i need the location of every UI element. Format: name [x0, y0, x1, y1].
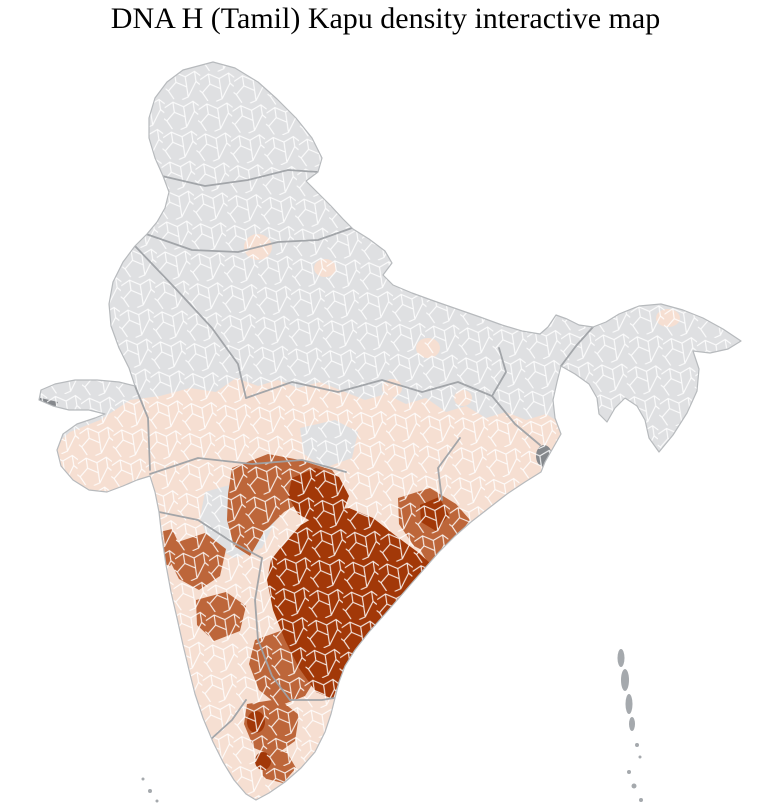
district-boundaries-overlay	[39, 62, 741, 800]
india-outline	[38, 61, 742, 801]
state-boundaries	[134, 169, 594, 741]
page-title: DNA H (Tamil) Kapu density interactive m…	[110, 2, 661, 35]
lakshadweep-island-2[interactable]	[155, 799, 159, 803]
island-groups[interactable]	[141, 649, 644, 803]
nicobar-island-4[interactable]	[631, 783, 637, 789]
nicobar-island-5[interactable]	[639, 798, 643, 802]
andaman-island-1[interactable]	[617, 649, 625, 667]
andaman-island-4[interactable]	[629, 717, 635, 731]
lakshadweep-island-3[interactable]	[141, 777, 145, 781]
andaman-island-2[interactable]	[621, 669, 629, 691]
lakshadweep-island-1[interactable]	[148, 789, 152, 793]
nicobar-island-2[interactable]	[638, 755, 642, 759]
andaman-island-3[interactable]	[625, 694, 633, 714]
nicobar-island-3[interactable]	[627, 770, 631, 774]
nicobar-island-1[interactable]	[635, 743, 639, 747]
